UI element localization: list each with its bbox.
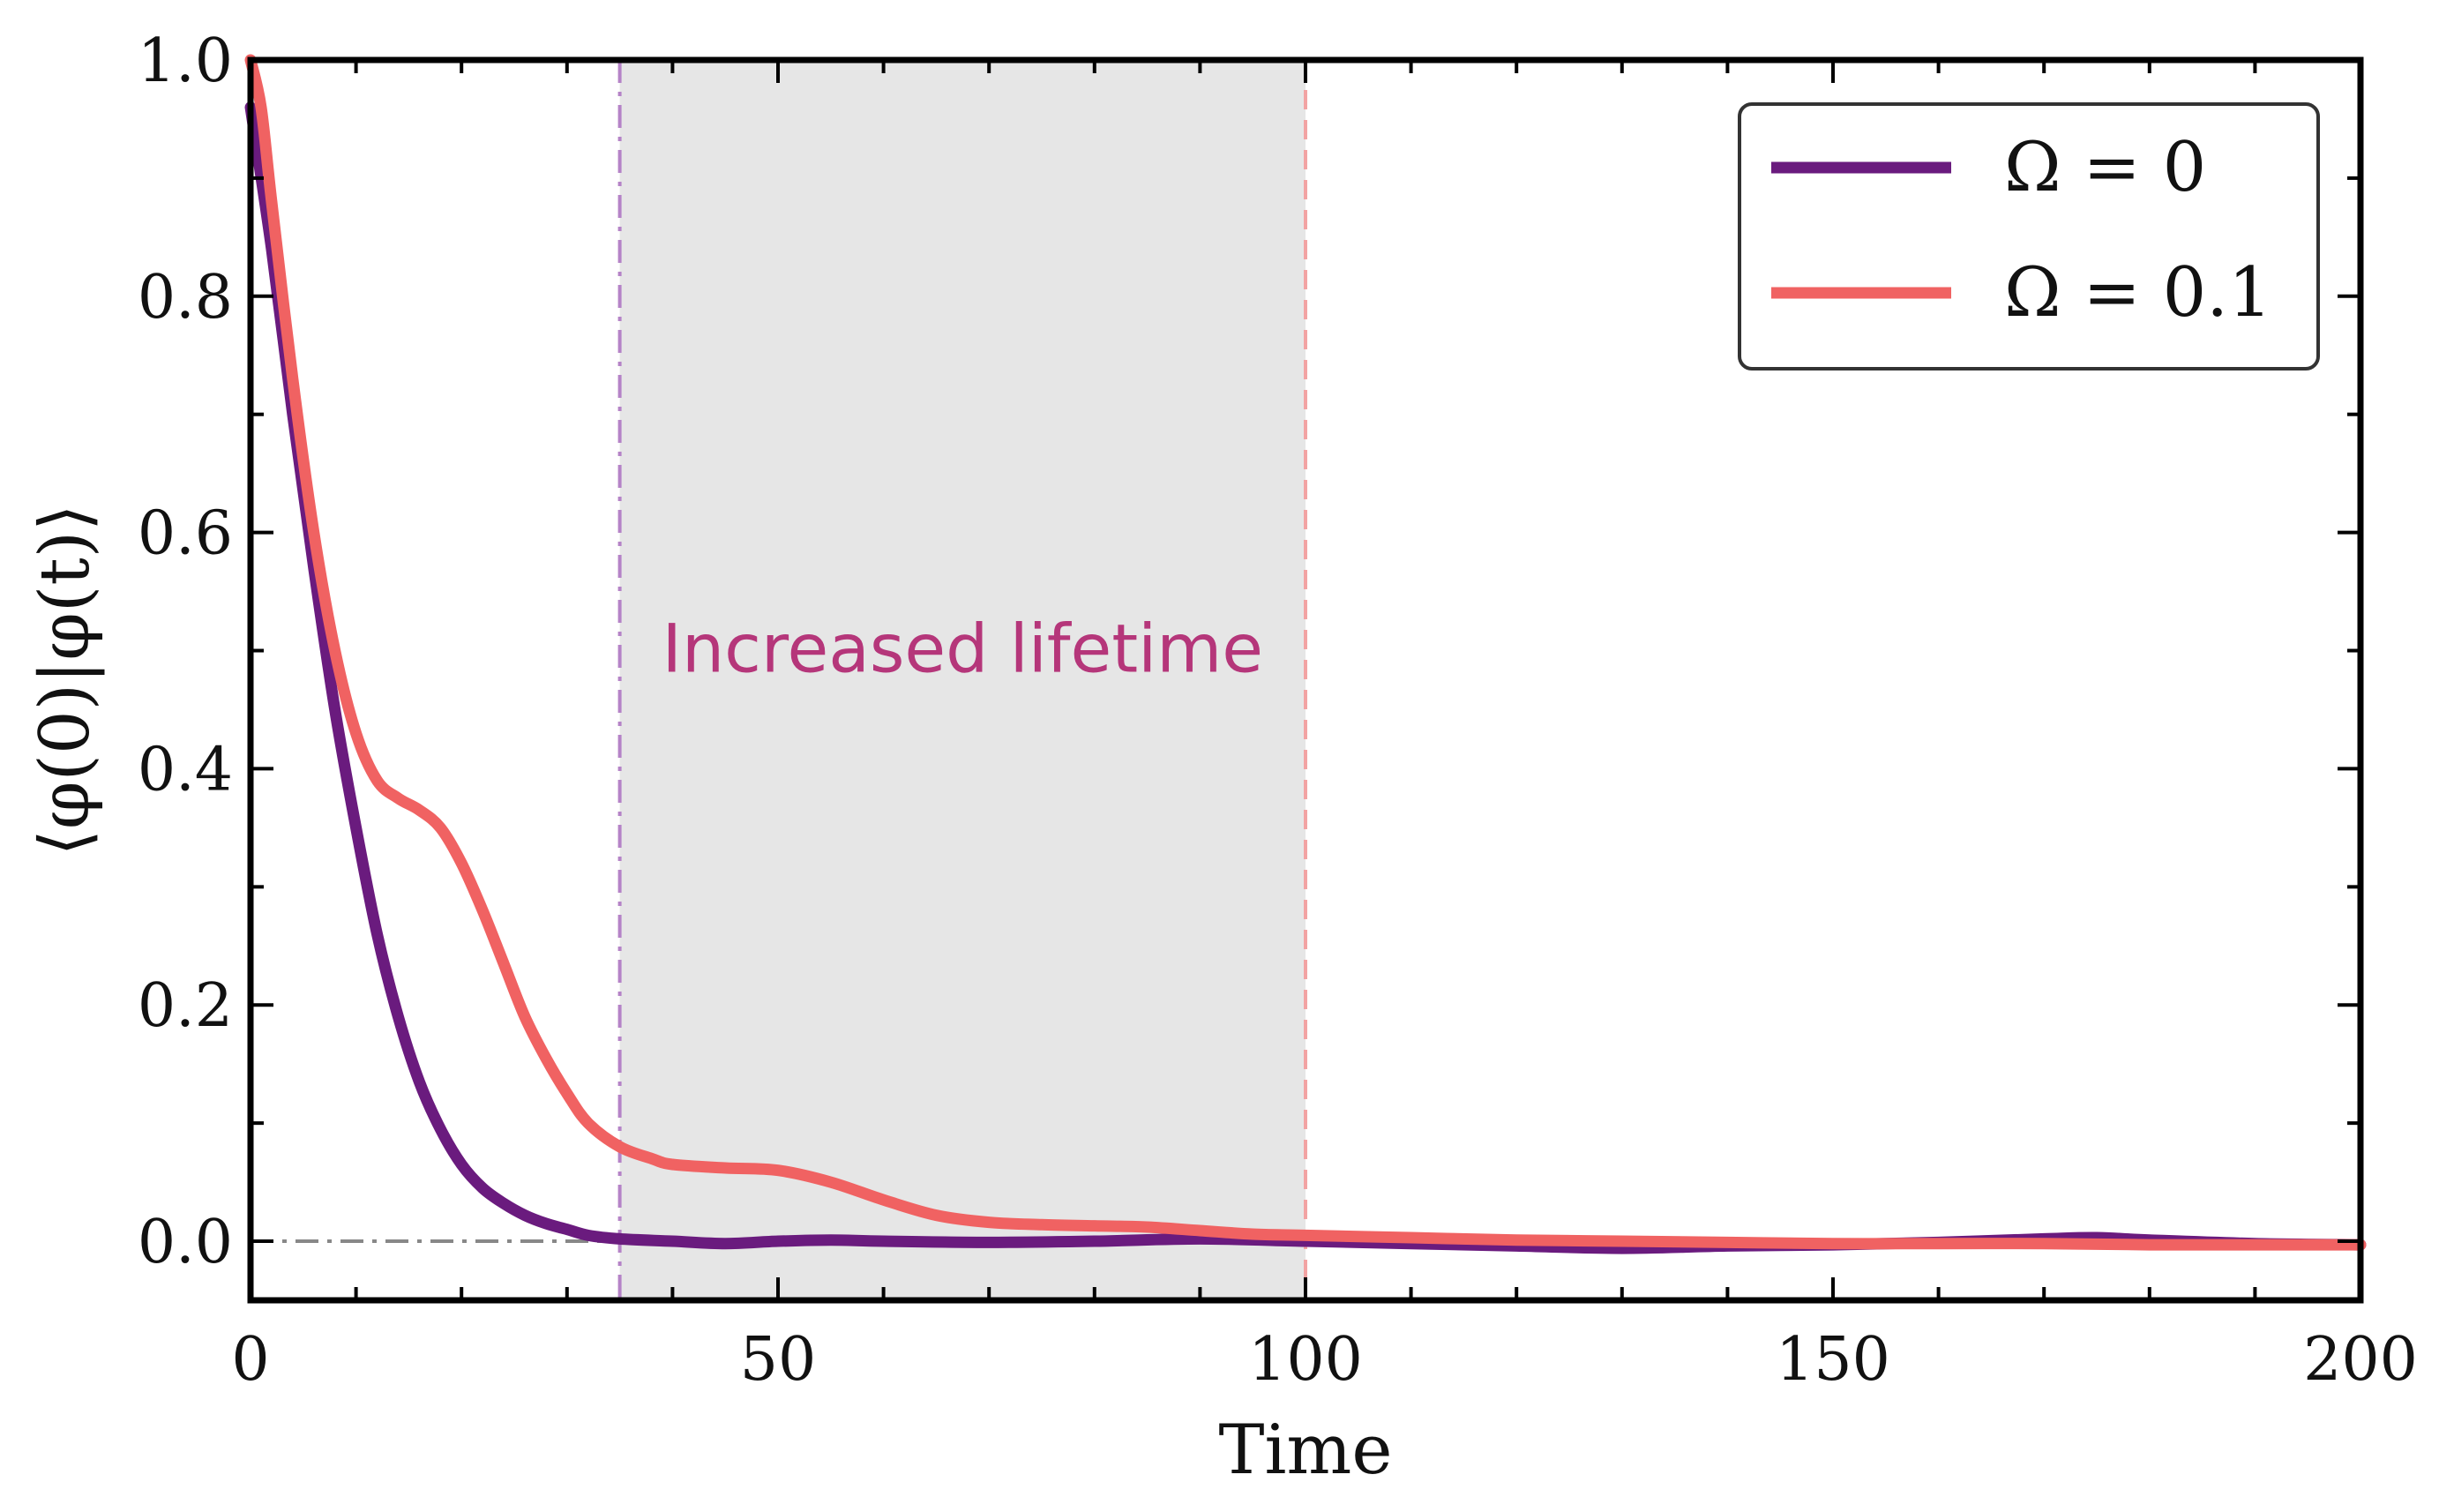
x-axis-label: Time [1218, 1411, 1392, 1490]
x-tick-label: 100 [1248, 1325, 1363, 1395]
series-line-1 [244, 54, 2367, 1251]
x-tick-label: 150 [1776, 1325, 1890, 1395]
y-tick-label: 0.4 [138, 735, 233, 805]
shaded-region [619, 60, 1306, 1300]
legend-label-omega-0-1: Ω = 0.1 [2004, 253, 2272, 333]
series-layer [244, 54, 2367, 1254]
tick-labels: 0 50 100 150 200 0.0 0.2 0.4 0.6 0.8 1.0 [138, 26, 2418, 1395]
y-tick-label: 0.0 [138, 1208, 233, 1277]
y-tick-label: 0.6 [138, 499, 233, 569]
legend: Ω = 0 Ω = 0.1 [1738, 102, 2320, 371]
plot-area: Increased lifetime [244, 54, 2367, 1300]
legend-label-omega-0: Ω = 0 [2004, 128, 2206, 207]
x-tick-label: 200 [2303, 1325, 2418, 1395]
annotation-text: Increased lifetime [662, 610, 1263, 688]
y-tick-label: 0.8 [138, 263, 233, 333]
y-tick-label: 1.0 [138, 26, 233, 96]
x-tick-label: 50 [740, 1325, 817, 1395]
y-axis-label: ⟨φ(0)|φ(t)⟩ [26, 504, 105, 856]
plot-frame [247, 56, 2364, 1304]
y-tick-label: 0.2 [138, 971, 233, 1041]
x-tick-label: 0 [231, 1325, 269, 1395]
